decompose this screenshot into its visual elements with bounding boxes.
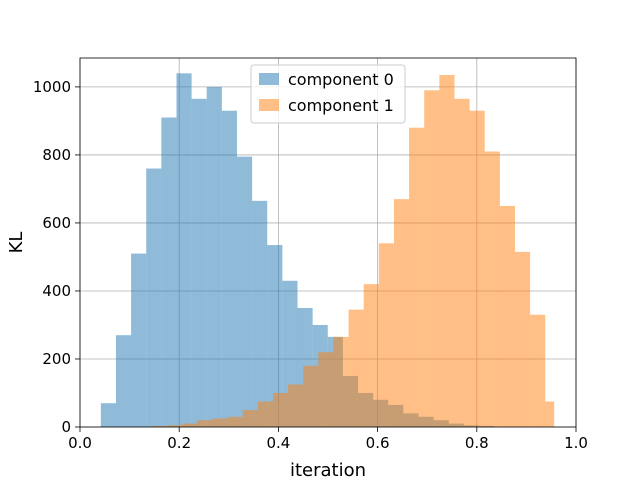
bar-component-1 bbox=[182, 423, 198, 427]
bar-component-1 bbox=[242, 409, 258, 427]
bar-component-1 bbox=[348, 309, 364, 427]
x-tick-label: 1.0 bbox=[564, 434, 588, 452]
bar-component-1 bbox=[363, 284, 379, 427]
bar-component-1 bbox=[469, 110, 485, 427]
bar-component-1 bbox=[318, 352, 334, 427]
legend-label-component-0: component 0 bbox=[288, 70, 394, 89]
bar-component-0 bbox=[115, 335, 132, 427]
bar-component-1 bbox=[424, 90, 440, 428]
bar-component-1 bbox=[272, 392, 289, 427]
bar-component-1 bbox=[288, 384, 304, 427]
bar-component-0 bbox=[176, 73, 192, 428]
legend-label-component-1: component 1 bbox=[288, 96, 394, 115]
y-tick-label: 400 bbox=[42, 282, 71, 300]
bar-component-1 bbox=[454, 98, 470, 427]
legend-swatch-component-0 bbox=[259, 73, 279, 85]
bar-component-1 bbox=[530, 314, 546, 427]
bar-component-1 bbox=[197, 420, 213, 427]
y-tick-label: 1000 bbox=[33, 78, 71, 96]
bar-component-0 bbox=[236, 156, 253, 428]
x-tick-label: 0.4 bbox=[266, 434, 290, 452]
bar-component-1 bbox=[333, 336, 349, 427]
legend: component 0 component 1 bbox=[250, 64, 406, 124]
legend-swatch-component-1 bbox=[259, 99, 279, 111]
bar-component-1 bbox=[499, 205, 515, 427]
bar-component-1 bbox=[439, 75, 455, 427]
x-axis-label: iteration bbox=[290, 460, 366, 480]
bar-component-1 bbox=[257, 401, 273, 427]
bar-component-1 bbox=[393, 199, 410, 427]
plot-frame bbox=[79, 57, 577, 428]
bar-component-0 bbox=[146, 168, 162, 427]
y-axis-label: KL bbox=[6, 232, 27, 254]
bar-component-0 bbox=[252, 200, 268, 427]
bar-component-1 bbox=[378, 243, 394, 427]
bar-component-1 bbox=[167, 425, 183, 427]
bars bbox=[100, 73, 555, 428]
y-tick-label: 800 bbox=[42, 146, 71, 164]
bar-component-1 bbox=[514, 251, 531, 427]
y-tick-label: 0 bbox=[61, 418, 71, 436]
x-tick-label: 0.8 bbox=[465, 434, 489, 452]
bar-component-1 bbox=[303, 365, 319, 427]
bar-component-1 bbox=[212, 418, 228, 427]
bar-component-1 bbox=[227, 416, 243, 427]
legend-box bbox=[250, 64, 406, 124]
bar-component-0 bbox=[206, 86, 222, 427]
bar-component-0 bbox=[267, 245, 283, 427]
bar-component-0 bbox=[161, 117, 177, 428]
x-tick-label: 0.6 bbox=[366, 434, 390, 452]
y-tick-label: 200 bbox=[42, 350, 71, 368]
bar-component-1 bbox=[545, 401, 555, 427]
x-tick-label: 0.0 bbox=[68, 434, 92, 452]
bar-component-1 bbox=[484, 151, 500, 428]
x-tick-label: 0.2 bbox=[167, 434, 191, 452]
bar-component-0 bbox=[100, 403, 116, 427]
bar-component-1 bbox=[151, 425, 168, 427]
x-axis-ticks: 0.0 0.2 0.4 0.6 0.8 1.0 bbox=[68, 427, 588, 452]
bar-component-0 bbox=[191, 98, 207, 427]
y-axis-ticks: 0 200 400 600 800 1000 bbox=[33, 78, 80, 436]
bar-component-0 bbox=[221, 110, 237, 427]
y-tick-label: 600 bbox=[42, 214, 71, 232]
bar-component-1 bbox=[409, 127, 425, 427]
bar-component-0 bbox=[131, 253, 147, 427]
